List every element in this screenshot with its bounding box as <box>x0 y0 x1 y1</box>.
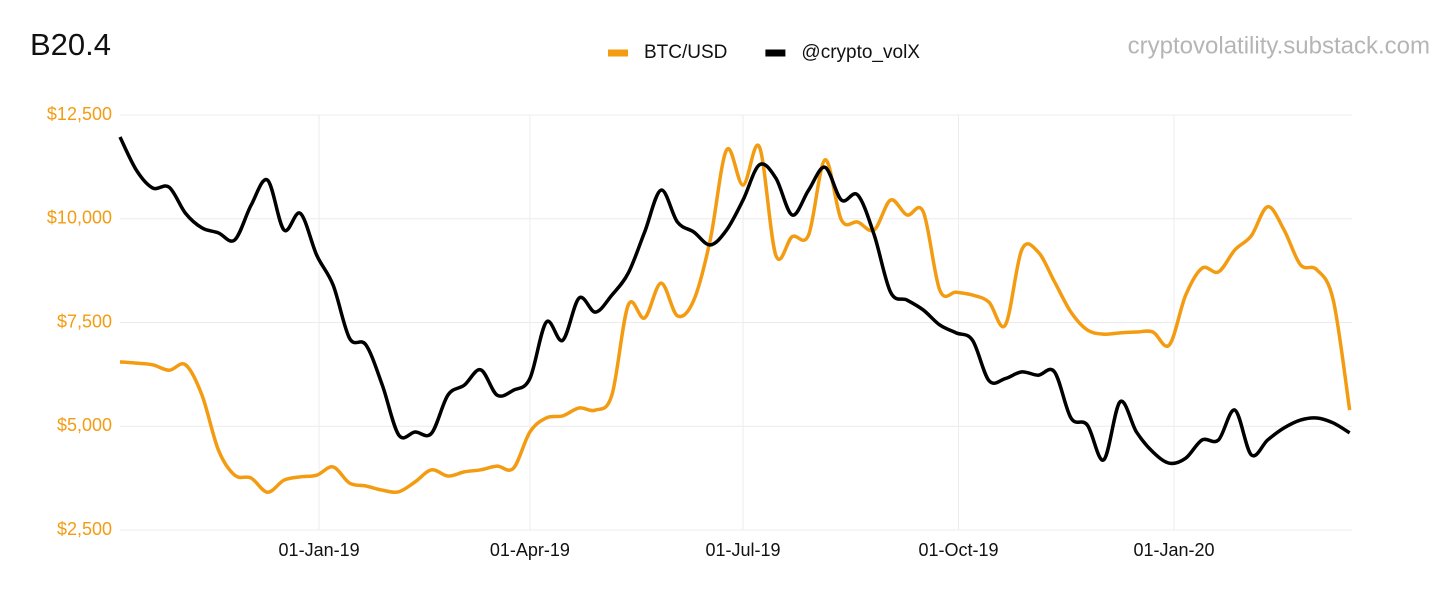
y-tick-label: $5,000 <box>57 415 112 435</box>
line-series <box>118 136 1351 466</box>
x-tick-label: 01-Jan-20 <box>1133 540 1214 560</box>
plot-area <box>118 136 1352 495</box>
legend-label: @crypto_volX <box>801 42 920 63</box>
y-tick-label: $12,500 <box>47 104 112 124</box>
chart-title: B20.4 <box>30 27 111 62</box>
grid: $2,500 $5,000 $7,500 $10,000 $12,500 01-Jan-1… <box>47 104 1352 560</box>
line-series <box>119 143 1352 495</box>
x-tick-label: 01-Jul-19 <box>706 540 781 560</box>
legend-label: BTC/USD <box>644 42 727 63</box>
y-tick-label: $2,500 <box>57 519 112 539</box>
source-label: cryptovolatility.substack.com <box>1128 32 1430 59</box>
legend: BTC/USD @crypto_volX <box>608 42 920 63</box>
x-tick-label: 01-Oct-19 <box>918 540 998 560</box>
x-tick-label: 01-Apr-19 <box>490 540 570 560</box>
x-tick-label: 01-Jan-19 <box>279 540 360 560</box>
y-tick-label: $7,500 <box>57 311 112 331</box>
y-tick-label: $10,000 <box>47 208 112 228</box>
